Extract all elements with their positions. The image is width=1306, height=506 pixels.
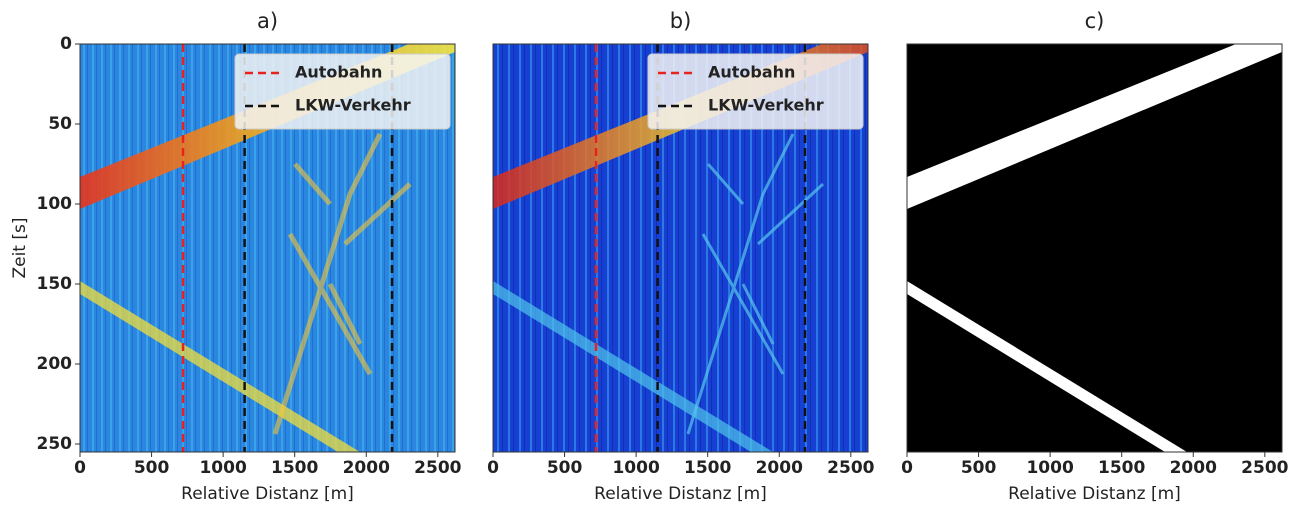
x-tick-label: 0: [74, 458, 86, 478]
panel: 0 500 1000 1500 2000 2500 0 50 100 150 200 250 a) Rel…: [10, 9, 462, 504]
heatmap-traces: [272, 132, 412, 435]
panel: 0 500 1000 1500 2000 2500 b) Relative Distanz […: [487, 9, 875, 504]
y-tick-label: 100: [37, 194, 73, 214]
panel: 0 500 1000 1500 2000 2500 c) Relative Distanz […: [901, 9, 1289, 504]
y-tick-label: 150: [37, 274, 73, 294]
x-axis-label: Relative Distanz [m]: [181, 484, 354, 504]
x-tick-label: 500: [961, 458, 997, 478]
axes-frame: [906, 43, 1283, 453]
x-tick-label: 500: [547, 458, 583, 478]
legend-label: LKW-Verkehr: [295, 96, 411, 115]
panel-title: a): [257, 9, 278, 33]
axes-frame: [79, 43, 456, 453]
heatmap-traces: [686, 133, 825, 435]
x-tick-label: 1000: [1026, 458, 1073, 478]
legend: Autobahn LKW-Verkehr: [647, 53, 864, 130]
axes-frame: [492, 43, 869, 453]
legend-label: LKW-Verkehr: [708, 96, 824, 115]
x-tick-label: 2000: [343, 458, 390, 478]
legend-box: [234, 53, 451, 130]
legend-label: Autobahn: [295, 63, 382, 82]
x-axis-label: Relative Distanz [m]: [1008, 484, 1181, 504]
legend-box: [647, 53, 864, 130]
legend-label: Autobahn: [708, 63, 795, 82]
x-tick-label: 2500: [827, 458, 874, 478]
x-tick-label: 500: [134, 458, 170, 478]
x-tick-label: 0: [487, 458, 499, 478]
y-axis-label: Zeit [s]: [10, 217, 30, 278]
x-axis-label: Relative Distanz [m]: [594, 484, 767, 504]
x-tick-label: 1500: [271, 458, 318, 478]
panel-title: c): [1085, 9, 1105, 33]
y-tick-label: 200: [37, 354, 73, 374]
panel-title: b): [670, 9, 692, 33]
x-tick-label: 0: [901, 458, 913, 478]
x-tick-label: 1500: [684, 458, 731, 478]
x-tick-label: 2500: [1241, 458, 1288, 478]
y-tick-label: 50: [48, 114, 72, 134]
x-tick-label: 1500: [1098, 458, 1145, 478]
y-tick-label: 250: [37, 434, 73, 454]
x-tick-label: 2500: [414, 458, 461, 478]
legend: Autobahn LKW-Verkehr: [234, 53, 451, 130]
y-tick-label: 0: [60, 34, 72, 54]
mask-band: [907, 44, 1282, 209]
x-tick-label: 2000: [1170, 458, 1217, 478]
mask-band: [907, 281, 1187, 452]
heatmap-band: [80, 281, 360, 452]
x-tick-label: 1000: [612, 458, 659, 478]
x-tick-label: 2000: [756, 458, 803, 478]
heatmap-band: [493, 281, 773, 452]
x-tick-label: 1000: [199, 458, 246, 478]
